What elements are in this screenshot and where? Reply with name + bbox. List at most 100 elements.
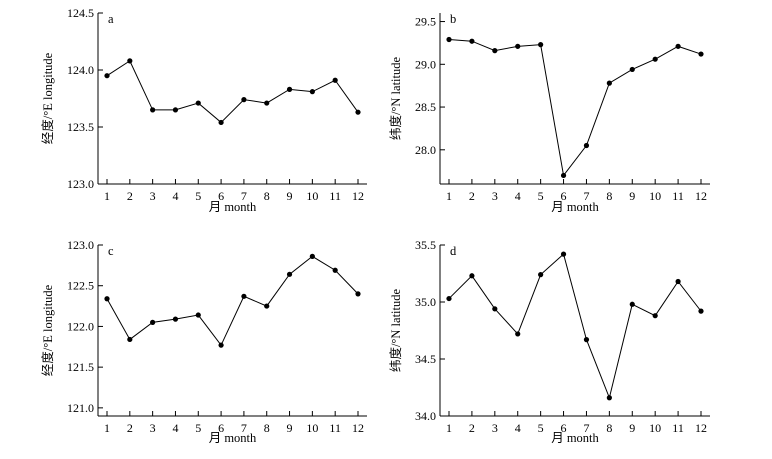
panel-label: d [450,244,457,258]
x-tick-label: 11 [672,421,684,435]
x-tick-label: 9 [629,421,635,435]
data-point [446,36,452,43]
data-point [606,80,612,86]
y-tick-label: 34.5 [415,352,436,366]
x-tick-label: 11 [672,189,684,203]
x-tick-label: 1 [446,421,452,435]
y-tick-label: 122.0 [67,319,94,333]
x-tick-label: 7 [583,189,589,203]
data-point [150,107,156,113]
data-point [309,89,315,95]
x-tick-label: 8 [606,421,612,435]
x-tick-label: 12 [352,421,364,435]
data-point [309,253,315,259]
data-point [492,48,498,54]
x-tick-label: 11 [329,189,341,203]
x-tick-label: 6 [218,189,224,203]
y-axis-title: 纬度/°N latitude [388,56,403,140]
x-axis-title: 月 month [209,200,257,214]
x-tick-label: 5 [195,189,201,203]
y-tick-label: 124.0 [67,63,94,77]
x-axis-title: 月 month [209,431,257,445]
x-axis-title: 月 month [551,200,599,214]
data-point [675,278,681,285]
x-tick-label: 6 [561,189,567,203]
x-tick-label: 5 [538,189,544,203]
x-tick-label: 8 [606,189,612,203]
y-tick-label: 28.5 [415,100,436,114]
y-tick-label: 123.5 [67,120,94,134]
x-tick-label: 2 [127,421,133,435]
data-point [538,42,544,48]
y-tick-label: 34.0 [415,409,436,423]
data-point [127,336,133,343]
data-point [104,296,110,302]
y-axis-title: 经度/°E longitude [40,284,55,376]
y-axis-title: 经度/°E longitude [40,52,55,144]
data-point [218,342,224,348]
data-point [675,43,681,49]
y-tick-label: 35.5 [415,238,436,252]
x-tick-label: 7 [241,421,247,435]
data-point [104,73,110,79]
x-tick-label: 6 [561,421,567,435]
series-line [448,253,702,400]
data-point [469,273,475,279]
data-point [332,267,338,273]
data-point [629,66,635,73]
x-tick-label: 9 [287,189,293,203]
panel-label: b [450,12,456,26]
data-point [195,100,201,106]
x-tick-label: 6 [218,421,224,435]
x-tick-label: 3 [150,189,156,203]
data-point [172,316,179,322]
x-axis-title: 月 month [551,431,599,445]
series-line [106,60,359,124]
x-tick-label: 10 [649,189,661,203]
series-line [448,39,702,177]
x-tick-label: 3 [150,421,156,435]
data-point [332,77,338,83]
data-point [515,43,521,49]
x-tick-label: 4 [515,189,521,203]
data-point [264,303,270,309]
x-tick-label: 5 [538,421,544,435]
x-tick-label: 5 [195,421,201,435]
x-tick-label: 10 [649,421,661,435]
y-tick-label: 122.5 [67,279,94,293]
panel-label: c [108,244,114,258]
data-point [446,295,452,302]
x-tick-label: 1 [104,189,110,203]
data-point [218,119,224,126]
x-tick-label: 7 [241,189,247,203]
y-tick-label: 121.0 [67,401,94,415]
x-tick-label: 2 [469,189,475,203]
y-tick-label: 123.0 [67,177,94,191]
y-tick-label: 124.5 [67,6,94,20]
x-tick-label: 2 [127,189,133,203]
data-point [286,271,293,277]
x-tick-label: 4 [172,421,178,435]
data-point [652,56,658,62]
x-tick-label: 4 [172,189,178,203]
data-point [538,272,544,278]
x-tick-label: 3 [492,189,498,203]
x-tick-label: 8 [264,189,270,203]
x-tick-label: 12 [695,189,707,203]
data-point [241,293,247,299]
panel-label: a [108,12,114,26]
data-point [195,312,201,318]
x-tick-label: 3 [492,421,498,435]
data-point [698,51,704,57]
x-tick-label: 1 [446,189,452,203]
data-point [560,172,567,179]
data-point [264,100,270,106]
data-point [492,306,498,312]
data-point [583,337,590,343]
data-point [698,308,704,314]
x-tick-label: 12 [695,421,707,435]
x-tick-label: 10 [306,189,318,203]
y-tick-label: 121.5 [67,360,94,374]
